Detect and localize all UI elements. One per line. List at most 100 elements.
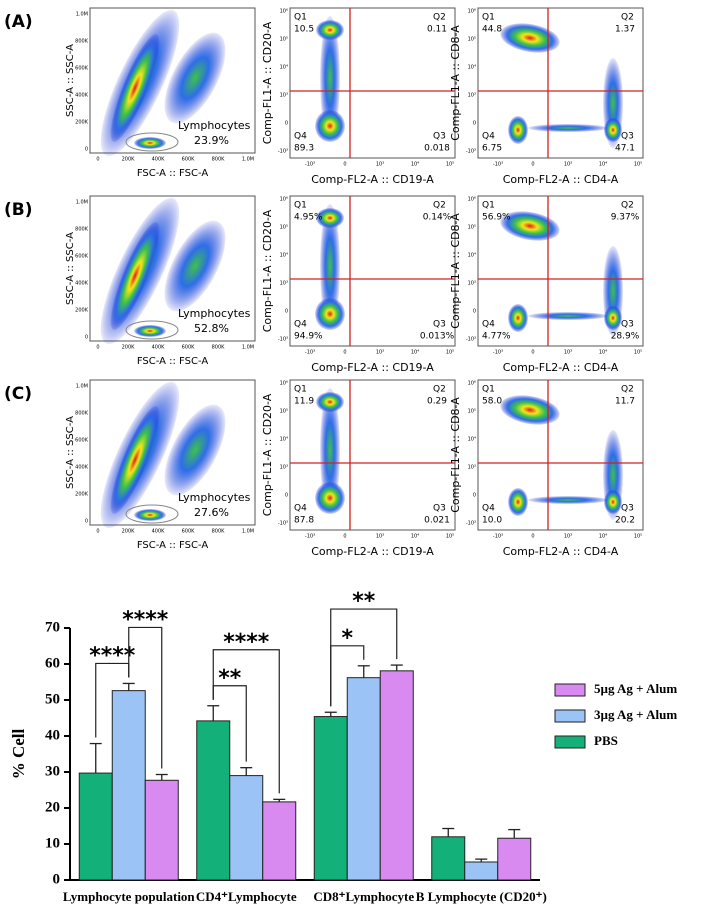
y-tick-label: 400K	[75, 465, 89, 471]
y-tick-label: 10⁴	[280, 65, 288, 71]
significance-bracket	[212, 649, 280, 794]
quadrant-value: 0.14%	[423, 213, 452, 223]
density-cloud	[164, 220, 226, 312]
x-axis-label: Comp-FL2-A :: CD19-A	[311, 173, 434, 186]
x-tick-label: 400K	[152, 345, 166, 351]
y-tick-label: 70	[45, 619, 60, 635]
quadrant-value: 0.013%	[420, 332, 455, 342]
x-tick-label: 0	[96, 529, 99, 535]
gate	[125, 504, 179, 524]
y-tick-label: 10⁴	[468, 65, 476, 71]
y-tick-label: 0	[285, 493, 288, 499]
panel-label: (C)	[4, 384, 32, 404]
x-tick-label: 1.0M	[242, 529, 254, 535]
y-tick-label: 10⁵	[280, 409, 288, 415]
quadrant-value: 1.37	[615, 25, 635, 35]
y-tick-label: 10³	[468, 281, 476, 287]
density-cloud	[316, 392, 344, 412]
y-tick-label: 1.0M	[76, 384, 88, 390]
y-tick-label: 60	[45, 655, 60, 671]
quadrant-name: Q3	[433, 504, 446, 514]
y-tick-label: 30	[45, 763, 60, 779]
quadrant-value: 56.9%	[482, 213, 511, 223]
y-tick-label: 600K	[75, 66, 89, 72]
x-tick-label: 10⁴	[411, 162, 419, 168]
density-cloud	[500, 23, 560, 53]
y-tick-label: 20	[45, 799, 60, 815]
quadrant-name: Q2	[621, 385, 634, 395]
density-cloud	[604, 118, 622, 142]
y-tick-label: 10³	[468, 465, 476, 471]
quadrant-name: Q3	[621, 320, 634, 330]
quadrant-plot: Q1 4.95% Q2 0.14% Q4 94.9% Q3 0.013% 10⁶ 10⁵ 10⁴ 10…	[261, 195, 456, 374]
y-tick-label: 10³	[468, 93, 476, 99]
bar	[313, 716, 348, 881]
y-tick-label: 10⁴	[468, 253, 476, 259]
x-tick-label: 10⁵	[446, 162, 454, 168]
x-axis-label: FSC-A :: FSC-A	[137, 540, 209, 551]
y-tick-label: -10³	[278, 521, 288, 527]
bar	[111, 690, 146, 881]
gate-value: 23.9%	[194, 134, 229, 147]
legend-label: PBS	[594, 733, 618, 748]
x-tick-label: B Lymphocyte (CD20⁺)	[416, 889, 547, 904]
bar	[346, 677, 381, 881]
density-cloud	[315, 298, 345, 330]
x-tick-label: 400K	[152, 157, 166, 163]
legend-label: 3µg Ag + Alum	[594, 707, 677, 722]
x-tick-label: 10³	[564, 534, 572, 540]
quadrant-name: Q4	[482, 132, 495, 142]
x-axis-label: Comp-FL2-A :: CD4-A	[503, 361, 619, 374]
y-tick-label: 0	[53, 871, 61, 887]
quadrant-value: 6.75	[482, 144, 502, 154]
y-axis-label: SSC-A :: SSC-A	[65, 44, 76, 117]
x-tick-label: 0	[531, 162, 534, 168]
density-cloud	[320, 16, 340, 140]
quadrant-name: Q4	[294, 504, 307, 514]
density-cloud	[110, 34, 160, 142]
x-tick-label: 0	[531, 534, 534, 540]
x-tick-label: 1.0M	[242, 345, 254, 351]
panel-label: (A)	[4, 12, 33, 32]
density-cloud	[164, 404, 226, 496]
y-tick-label: 0	[473, 493, 476, 499]
x-tick-label: 10⁴	[599, 534, 607, 540]
quadrant-value: 9.37%	[611, 213, 640, 223]
y-tick-label: 600K	[75, 438, 89, 444]
bar	[497, 837, 532, 881]
significance-label: ****	[223, 630, 270, 655]
x-tick-label: 400K	[152, 529, 166, 535]
y-tick-label: 0	[85, 519, 88, 525]
density-cloud	[604, 490, 622, 514]
y-tick-label: 10⁴	[280, 437, 288, 443]
significance-bracket	[330, 608, 398, 707]
x-tick-label: 200K	[122, 529, 136, 535]
y-tick-label: 10⁵	[280, 225, 288, 231]
x-tick-label: -10³	[493, 162, 503, 168]
y-axis-label: % Cell	[9, 728, 28, 779]
x-tick-label: 10³	[376, 162, 384, 168]
y-tick-label: 10³	[280, 281, 288, 287]
y-tick-label: 10⁶	[468, 9, 476, 15]
scatter-plot: 0 0 200K 200K 400K 400K 600K 600K 800K 800K 1.0M 1.…	[65, 195, 256, 367]
y-tick-label: -10³	[466, 337, 476, 343]
y-tick-label: 800K	[75, 227, 89, 233]
density-cloud	[604, 306, 622, 330]
quadrant-value: 10.0	[482, 516, 502, 526]
density-cloud	[110, 222, 160, 330]
y-tick-label: 1.0M	[76, 200, 88, 206]
quadrant-plot: Q1 11.9 Q2 0.29 Q4 87.8 Q3 0.021 10⁶ 10⁵ 10⁴ 10³ 0 -1…	[261, 379, 456, 558]
x-tick-label: 0	[343, 350, 346, 356]
y-axis-label: Comp-FL1-A :: CD20-A	[261, 393, 274, 516]
quadrant-name: Q4	[482, 320, 495, 330]
x-axis-label: FSC-A :: FSC-A	[137, 356, 209, 367]
density-cloud	[164, 32, 226, 124]
density-cloud	[316, 20, 344, 40]
density-cloud	[500, 211, 560, 241]
significance-bracket	[128, 626, 163, 769]
y-axis-label: SSC-A :: SSC-A	[65, 232, 76, 305]
quadrant-name: Q1	[482, 201, 495, 211]
quadrant-value: 0.018	[424, 144, 450, 154]
y-tick-label: 10⁵	[468, 225, 476, 231]
